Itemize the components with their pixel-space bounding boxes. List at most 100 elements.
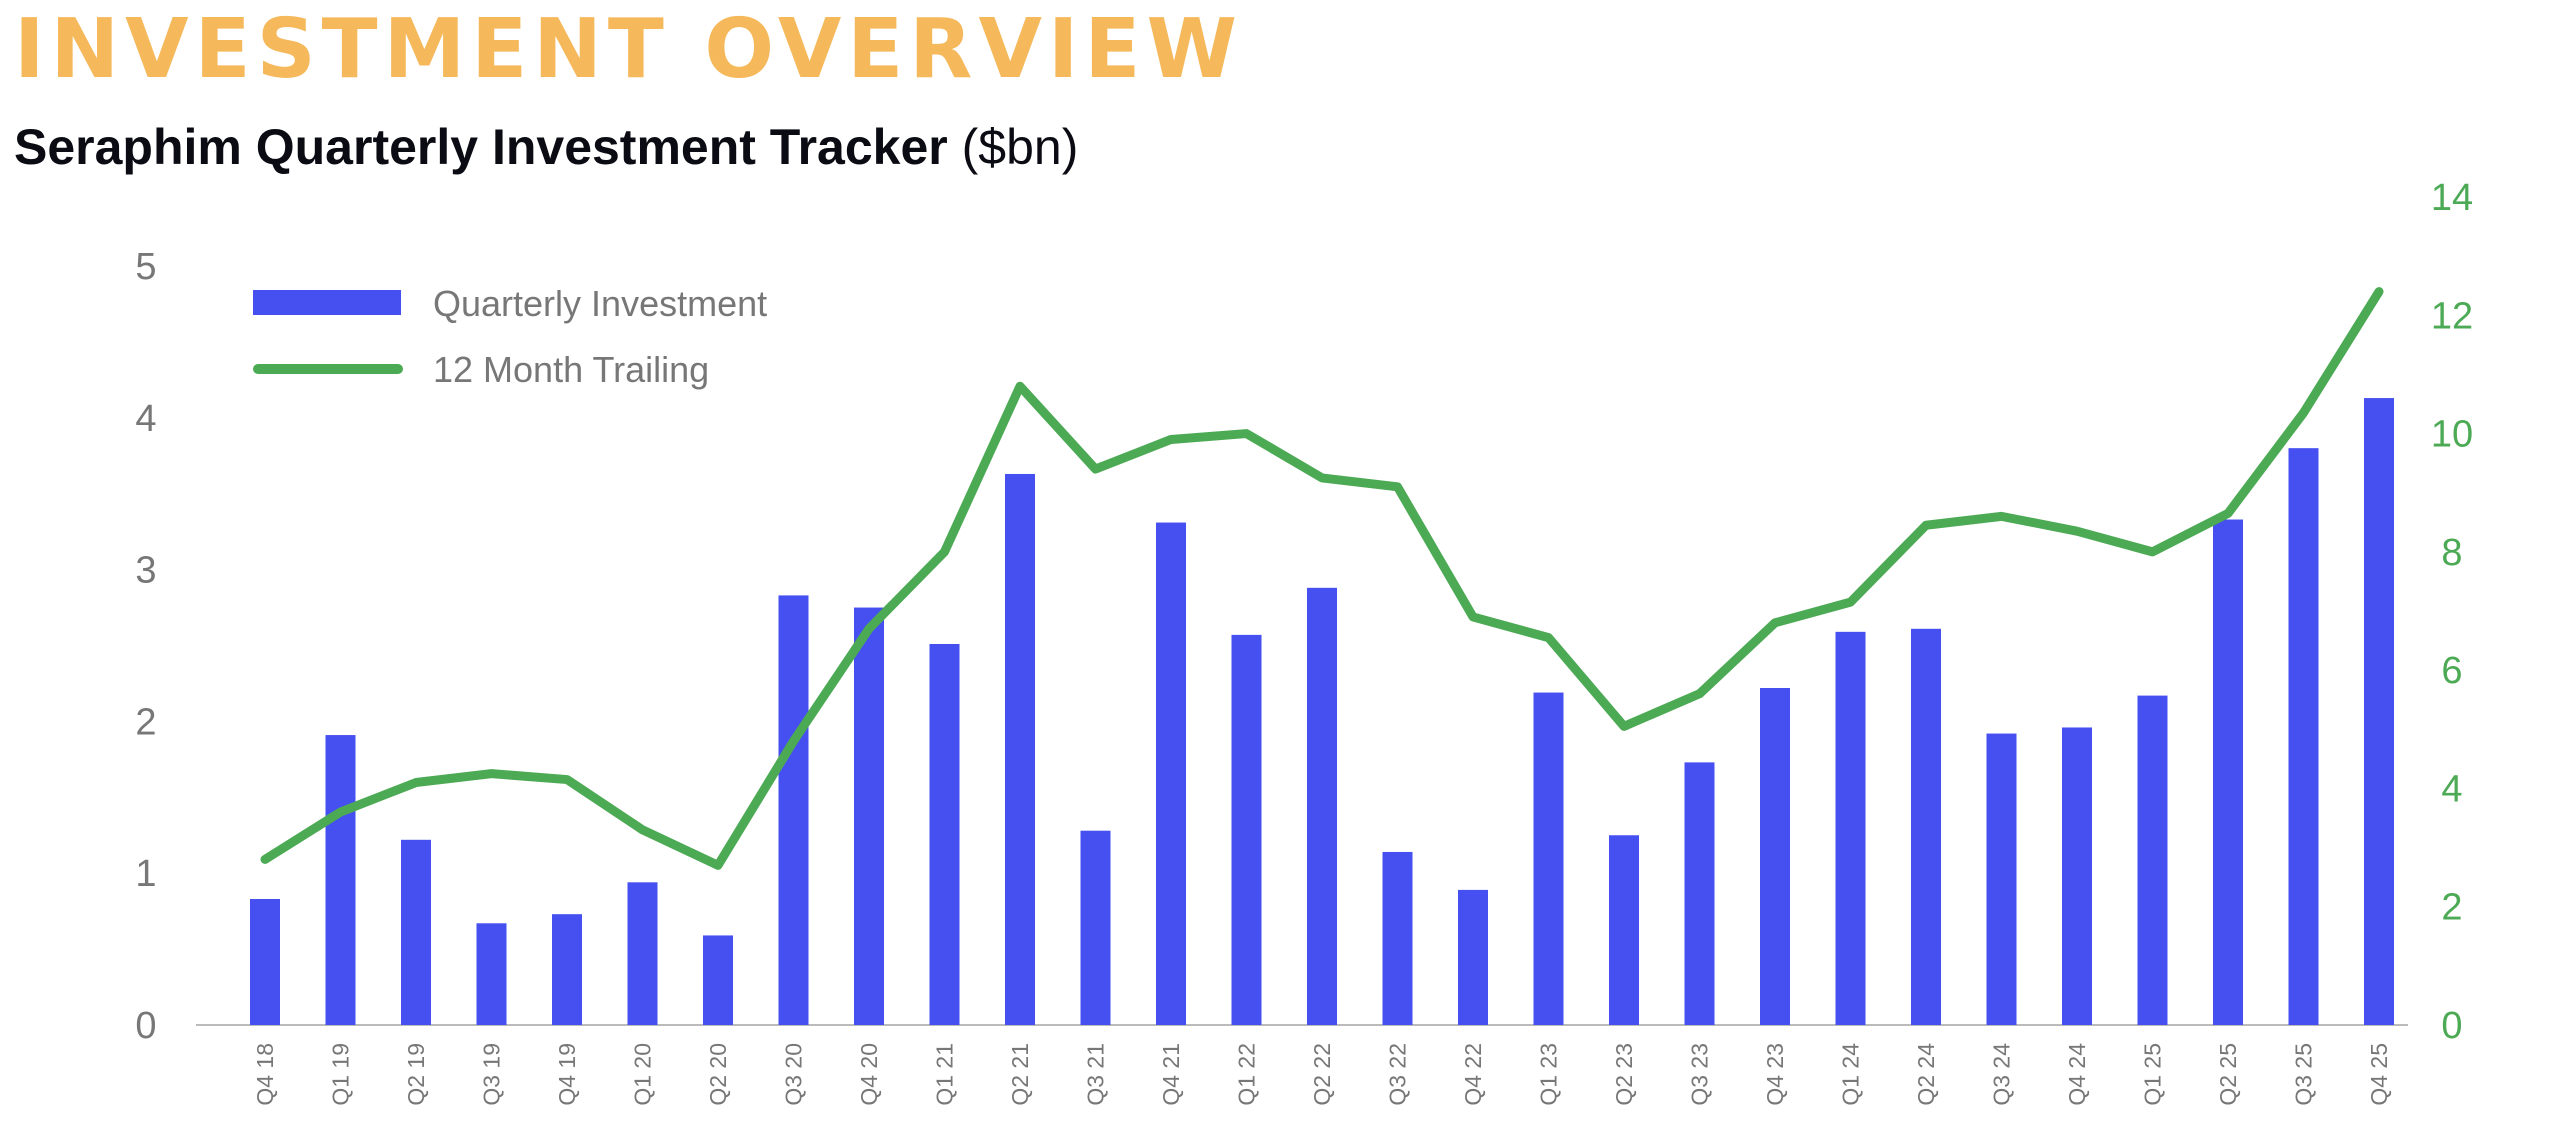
x-tick-label: Q2 21 bbox=[1007, 1043, 1033, 1106]
y-right-tick-label: 10 bbox=[2431, 414, 2473, 456]
bar-q2-25 bbox=[2213, 519, 2243, 1025]
x-tick-label: Q2 22 bbox=[1309, 1043, 1335, 1106]
legend-line-label: 12 Month Trailing bbox=[433, 349, 709, 390]
y-right-tick-label: 0 bbox=[2441, 1005, 2462, 1047]
y-right-tick-label: 4 bbox=[2441, 768, 2462, 810]
legend: Quarterly Investment 12 Month Trailing bbox=[253, 283, 767, 390]
bar-q2-21 bbox=[1005, 473, 1035, 1025]
line-point-q4-25 bbox=[2378, 290, 2380, 293]
x-tick-label: Q1 21 bbox=[932, 1043, 958, 1106]
bar-q3-22 bbox=[1382, 851, 1413, 1025]
x-tick-label: Q1 24 bbox=[1838, 1043, 1864, 1106]
x-tick-label: Q3 21 bbox=[1083, 1043, 1109, 1106]
x-tick-label: Q1 19 bbox=[328, 1043, 354, 1106]
x-tick-label: Q2 20 bbox=[705, 1043, 731, 1106]
x-tick-label: Q4 24 bbox=[2064, 1043, 2090, 1106]
bar-q1-21 bbox=[929, 643, 960, 1025]
line-point-q3-19 bbox=[490, 772, 493, 775]
x-tick-label: Q3 20 bbox=[781, 1043, 807, 1106]
bar-q2-23 bbox=[1609, 835, 1639, 1025]
line-point-q3-25 bbox=[2302, 411, 2305, 414]
line-point-q1-21 bbox=[943, 550, 946, 553]
y-left-tick-label: 4 bbox=[135, 398, 156, 440]
line-point-q2-24 bbox=[1925, 524, 1927, 527]
bar-q4-23 bbox=[1760, 688, 1790, 1025]
x-tick-label: Q1 23 bbox=[1536, 1043, 1562, 1106]
x-tick-label: Q4 25 bbox=[2366, 1043, 2392, 1106]
line-point-q1-25 bbox=[2151, 550, 2154, 553]
bar-q1-19 bbox=[325, 735, 356, 1025]
x-tick-label: Q2 19 bbox=[403, 1043, 429, 1106]
y-left-tick-label: 3 bbox=[135, 550, 156, 592]
line-point-q1-23 bbox=[1547, 636, 1550, 639]
line-point-q4-20 bbox=[868, 627, 870, 630]
bar-q4-19 bbox=[552, 914, 582, 1025]
line-point-q2-19 bbox=[415, 781, 417, 784]
y-right-tick-label: 2 bbox=[2441, 887, 2462, 929]
x-tick-label: Q2 25 bbox=[2215, 1043, 2241, 1106]
x-tick-label: Q4 19 bbox=[554, 1043, 580, 1106]
bar-q2-20 bbox=[703, 935, 733, 1025]
line-point-q2-25 bbox=[2227, 512, 2229, 515]
x-tick-label: Q2 23 bbox=[1611, 1043, 1637, 1106]
x-tick-label: Q1 25 bbox=[2140, 1043, 2166, 1106]
bar-q3-19 bbox=[476, 923, 507, 1025]
line-point-q1-20 bbox=[641, 828, 644, 831]
subtitle-bold: Seraphim Quarterly Investment Tracker bbox=[14, 119, 948, 175]
line-point-q4-22 bbox=[1472, 615, 1474, 618]
line-point-q4-18 bbox=[264, 858, 266, 861]
line-point-q1-24 bbox=[1849, 601, 1852, 604]
bar-q3-25 bbox=[2288, 448, 2319, 1025]
y-right-tick-label: 6 bbox=[2441, 650, 2462, 692]
bar-q1-23 bbox=[1533, 692, 1564, 1025]
page-title: INVESTMENT OVERVIEW bbox=[14, 2, 1243, 97]
x-tick-label: Q3 24 bbox=[1989, 1043, 2015, 1106]
y-right-tick-label: 12 bbox=[2431, 295, 2473, 337]
y-right-tick-label: 14 bbox=[2431, 177, 2473, 219]
line-point-q4-21 bbox=[1170, 438, 1172, 441]
x-tick-label: Q4 22 bbox=[1460, 1043, 1486, 1106]
bar-q1-22 bbox=[1231, 634, 1262, 1025]
x-tick-label: Q3 19 bbox=[479, 1043, 505, 1106]
line-point-q4-19 bbox=[566, 778, 568, 781]
chart-subtitle: Seraphim Quarterly Investment Tracker ($… bbox=[14, 118, 1078, 176]
x-tick-label: Q1 22 bbox=[1234, 1043, 1260, 1106]
line-point-q2-21 bbox=[1019, 385, 1021, 388]
x-tick-label: Q4 20 bbox=[856, 1043, 882, 1106]
line-point-q3-24 bbox=[2000, 515, 2003, 518]
line-point-q3-20 bbox=[792, 740, 795, 743]
y-left-tick-label: 0 bbox=[135, 1005, 156, 1047]
x-tick-label: Q3 25 bbox=[2291, 1043, 2317, 1106]
x-tick-label: Q1 20 bbox=[630, 1043, 656, 1106]
bar-q4-22 bbox=[1458, 889, 1488, 1025]
line-point-q4-24 bbox=[2076, 530, 2078, 533]
y-left-tick-label: 5 bbox=[135, 246, 156, 288]
bar-q4-21 bbox=[1156, 522, 1186, 1025]
x-tick-label: Q4 21 bbox=[1158, 1043, 1184, 1106]
bar-q1-25 bbox=[2137, 695, 2168, 1025]
line-point-q1-22 bbox=[1245, 432, 1248, 435]
bar-q2-19 bbox=[401, 839, 431, 1025]
x-tick-label: Q2 24 bbox=[1913, 1043, 1939, 1106]
legend-bar-label: Quarterly Investment bbox=[433, 283, 767, 324]
bar-q4-24 bbox=[2062, 727, 2092, 1025]
line-point-q3-21 bbox=[1094, 468, 1097, 471]
bar-q3-21 bbox=[1080, 830, 1111, 1025]
bar-q1-24 bbox=[1835, 631, 1866, 1025]
bar-q4-20 bbox=[854, 607, 884, 1025]
line-point-q2-22 bbox=[1321, 476, 1323, 479]
bar-q4-25 bbox=[2364, 398, 2394, 1025]
bar-q4-18 bbox=[250, 899, 280, 1025]
line-point-q2-23 bbox=[1623, 725, 1625, 728]
bar-q3-24 bbox=[1986, 733, 2017, 1025]
x-tick-label: Q4 23 bbox=[1762, 1043, 1788, 1106]
line-point-q3-23 bbox=[1698, 692, 1701, 695]
bar-q3-20 bbox=[778, 595, 809, 1025]
line-point-q4-23 bbox=[1774, 621, 1776, 624]
line-point-q2-20 bbox=[717, 864, 719, 867]
x-tick-label: Q3 23 bbox=[1687, 1043, 1713, 1106]
y-right-tick-label: 8 bbox=[2441, 532, 2462, 574]
legend-bar-swatch bbox=[253, 290, 401, 315]
bar-q2-24 bbox=[1911, 628, 1941, 1025]
